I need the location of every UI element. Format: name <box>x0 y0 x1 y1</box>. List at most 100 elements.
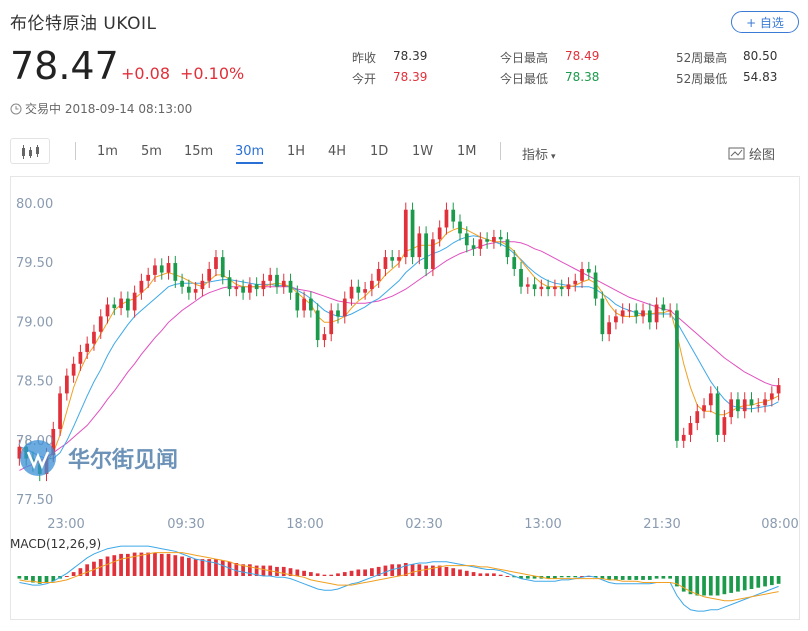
candle-body <box>702 405 706 412</box>
macd-bar <box>498 574 503 576</box>
macd-bar <box>241 564 245 576</box>
macd-bar <box>342 572 347 576</box>
candle-body <box>153 265 157 275</box>
candle-body <box>654 304 659 323</box>
indicator-menu[interactable]: 指标 ▾ <box>522 144 556 163</box>
macd-bar <box>98 559 103 576</box>
candle-body <box>98 316 103 332</box>
macd-bar <box>200 559 205 576</box>
macd-bar <box>471 572 476 576</box>
candle-body <box>681 434 686 441</box>
macd-bar <box>180 556 184 576</box>
macd-bar <box>44 576 49 583</box>
candle-body <box>485 239 489 242</box>
stat-value-52w-low: 54.83 <box>743 70 778 84</box>
macd-bar <box>742 576 747 591</box>
macd-bar <box>492 573 496 576</box>
candle-body <box>553 286 557 290</box>
macd-bar <box>363 569 367 576</box>
candle-body <box>139 280 144 293</box>
draw-tool-button[interactable]: 绘图 <box>728 144 775 163</box>
x-tick-label: 23:00 <box>47 517 84 532</box>
candle-body <box>661 304 666 311</box>
macd-bar <box>763 576 767 587</box>
chart-panel[interactable] <box>10 176 800 620</box>
candle-body <box>708 393 713 406</box>
macd-bar <box>139 552 144 576</box>
macd-bar <box>424 565 428 576</box>
period-5m[interactable]: 5m <box>141 144 162 159</box>
period-1mo[interactable]: 1M <box>457 144 477 159</box>
macd-bar <box>112 555 117 576</box>
macd-bar <box>654 576 659 579</box>
macd-bar <box>220 560 225 576</box>
add-watchlist-button[interactable]: + 自选 <box>731 11 799 33</box>
candle-body <box>742 399 747 412</box>
macd-bar <box>627 576 632 580</box>
macd-bar <box>383 565 388 576</box>
candle-body <box>647 310 652 323</box>
candle-body <box>715 393 720 435</box>
y-tick-label: 79.50 <box>16 256 53 271</box>
candle-body <box>275 274 279 287</box>
candle-body <box>695 411 700 424</box>
candle-body <box>85 343 90 352</box>
price-change-pct: +0.10% <box>180 64 245 83</box>
draw-label: 绘图 <box>749 148 776 163</box>
period-1w[interactable]: 1W <box>412 144 434 159</box>
candle-body <box>410 209 415 258</box>
instrument-title: 布伦特原油 UKOIL <box>10 14 157 34</box>
macd-bar <box>451 568 456 576</box>
period-1m[interactable]: 1m <box>97 144 118 159</box>
macd-bar <box>166 553 171 576</box>
x-tick-label: 13:00 <box>524 517 561 532</box>
macd-bar <box>227 561 232 576</box>
macd-bar <box>397 564 401 576</box>
macd_dif-line <box>19 545 779 612</box>
macd-bar <box>668 576 673 579</box>
macd-bar <box>647 576 652 580</box>
candle-body <box>51 428 56 456</box>
macd-panel <box>17 545 781 612</box>
macd-bar <box>573 576 578 578</box>
candle-body <box>478 239 483 249</box>
candle-body <box>756 405 761 407</box>
period-4h[interactable]: 4H <box>328 144 347 159</box>
macd-bar <box>729 576 734 593</box>
macd-bar <box>756 576 761 588</box>
period-30m[interactable]: 30m <box>235 144 265 159</box>
macd-bar <box>78 568 83 576</box>
stat-value-day-high: 78.49 <box>565 49 600 63</box>
macd-bar <box>532 576 537 579</box>
candle-body <box>390 257 395 261</box>
y-tick-label: 79.00 <box>16 315 53 330</box>
candle-body <box>336 310 340 317</box>
macd-bar <box>417 564 422 576</box>
macd-bar <box>614 576 618 580</box>
candle-body <box>769 393 774 400</box>
macd-bar <box>546 576 550 579</box>
macd-bar <box>64 576 69 577</box>
chart-type-button[interactable] <box>10 138 50 164</box>
macd-bar <box>749 576 754 589</box>
period-15m[interactable]: 15m <box>184 144 214 159</box>
macd-bar <box>403 563 408 576</box>
macd-bar <box>302 570 306 576</box>
candle-body <box>329 310 334 335</box>
macd-bar <box>431 565 435 576</box>
macd-bar <box>444 566 449 576</box>
macd-bar <box>485 573 489 576</box>
candle-body <box>227 277 232 290</box>
candle-body <box>220 257 225 278</box>
candle-body <box>241 286 245 293</box>
macd-bar <box>356 569 361 576</box>
period-1d[interactable]: 1D <box>370 144 389 159</box>
chart-toolbar: 1m 5m 15m 30m 1H 4H 1D 1W 1M 指标 ▾ 绘图 <box>10 136 800 166</box>
candle-body <box>254 284 259 290</box>
watermark-logo: 华尔街见闻 <box>20 440 178 476</box>
period-1h[interactable]: 1H <box>287 144 306 159</box>
stat-label-open: 今开 <box>352 72 377 86</box>
candle-body <box>444 209 449 228</box>
macd-bar <box>51 576 56 582</box>
candle-body <box>342 298 347 317</box>
